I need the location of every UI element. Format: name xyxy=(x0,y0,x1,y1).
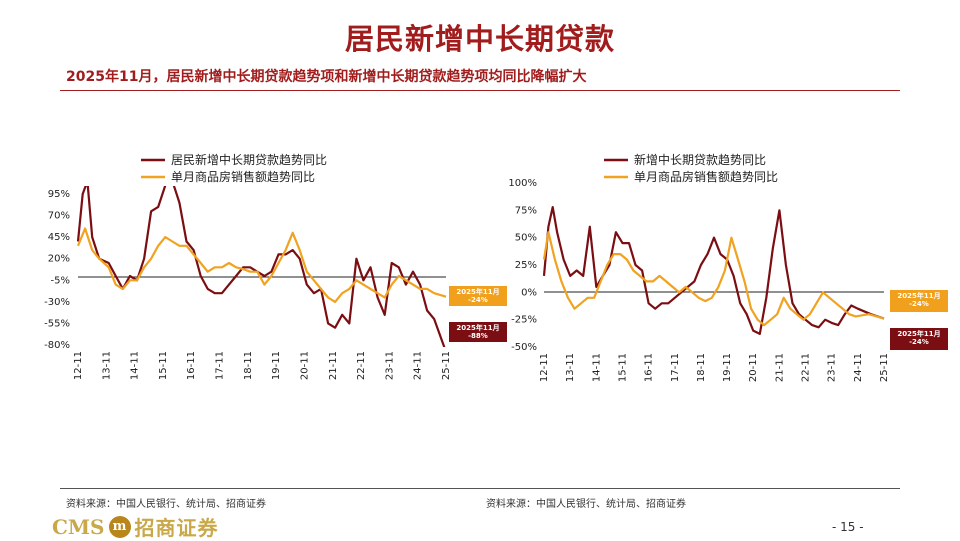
logo: CMS m 招商证券 xyxy=(52,512,219,541)
x-tick-label: 23-11 xyxy=(827,353,838,382)
callout-label: 2025年11月 xyxy=(456,323,499,332)
header-divider xyxy=(60,90,900,91)
y-tick-label: -50% xyxy=(511,342,537,353)
y-tick-label: 45% xyxy=(48,232,70,243)
x-tick-label: 22-11 xyxy=(356,351,367,380)
chart-left-resident-mid-long-loans: 95% 70% 45% 20% -5% -30% -55% -80%12-11 13-11 14-… xyxy=(44,152,507,380)
x-tick-label: 14-11 xyxy=(130,351,141,380)
y-tick-label: -80% xyxy=(44,340,70,351)
x-tick-label: 13-11 xyxy=(565,353,576,382)
legend-label: 新增中长期贷款趋势同比 xyxy=(634,152,766,167)
series-line xyxy=(76,227,447,303)
x-tick-label: 18-11 xyxy=(243,351,254,380)
x-tick-label: 19-11 xyxy=(271,351,282,380)
source-note-left: 资料来源：中国人民银行、统计局、招商证券 xyxy=(66,499,266,510)
x-tick-label: 21-11 xyxy=(774,353,785,382)
series-line xyxy=(76,186,446,347)
callout-label: -24% xyxy=(468,296,488,304)
x-tick-label: 17-11 xyxy=(670,353,681,382)
callout-label: 2025年11月 xyxy=(456,287,499,296)
x-tick-label: 20-11 xyxy=(748,353,759,382)
x-tick-label: 22-11 xyxy=(801,353,812,382)
logo-company-name: 招商证券 xyxy=(134,516,219,540)
x-tick-label: 21-11 xyxy=(328,351,339,380)
x-tick-label: 19-11 xyxy=(722,353,733,382)
y-tick-label: 25% xyxy=(515,260,537,271)
page-title: 居民新增中长期贷款 xyxy=(344,22,615,56)
callout-box xyxy=(449,286,507,306)
x-tick-label: 24-11 xyxy=(853,353,864,382)
x-tick-label: 24-11 xyxy=(413,351,424,380)
y-tick-label: -5% xyxy=(51,275,70,286)
x-tick-label: 14-11 xyxy=(591,353,602,382)
y-tick-label: 100% xyxy=(508,178,537,189)
x-tick-label: 15-11 xyxy=(617,353,628,382)
chart-right-mid-long-loans: 100% 75% 50% 25% 0% -25% -50%12-11 13-11 14-11 15… xyxy=(508,152,948,382)
y-tick-label: 50% xyxy=(515,233,537,244)
y-tick-label: 95% xyxy=(48,189,70,200)
y-tick-label: 0% xyxy=(521,287,537,298)
y-tick-label: -25% xyxy=(511,315,537,326)
y-tick-label: -30% xyxy=(44,297,70,308)
callout-box xyxy=(890,290,948,312)
y-tick-label: -55% xyxy=(44,318,70,329)
logo-cms-text: CMS xyxy=(52,514,105,539)
series-line xyxy=(542,206,885,335)
callout-label: 2025年11月 xyxy=(897,291,940,300)
callout-box xyxy=(449,322,507,342)
x-tick-label: 16-11 xyxy=(186,351,197,380)
x-tick-label: 18-11 xyxy=(696,353,707,382)
x-tick-label: 17-11 xyxy=(215,351,226,380)
series-line xyxy=(542,231,885,327)
source-note-right: 资料来源：中国人民银行、统计局、招商证券 xyxy=(486,499,686,510)
legend-label: 单月商品房销售额趋势同比 xyxy=(171,169,315,184)
callout-label: 2025年11月 xyxy=(897,329,940,338)
callout-label: -24% xyxy=(909,300,929,308)
x-tick-label: 20-11 xyxy=(299,351,310,380)
legend-label: 居民新增中长期贷款趋势同比 xyxy=(171,152,327,167)
page-subtitle: 2025年11月，居民新增中长期贷款趋势项和新增中长期贷款趋势项均同比降幅扩大 xyxy=(66,69,587,85)
legend-label: 单月商品房销售额趋势同比 xyxy=(634,169,778,184)
logo-mark-icon: m xyxy=(108,515,131,538)
x-tick-label: 12-11 xyxy=(539,353,550,382)
x-tick-label: 25-11 xyxy=(441,351,452,380)
callout-box xyxy=(890,328,948,350)
x-tick-label: 25-11 xyxy=(879,353,890,382)
x-tick-label: 15-11 xyxy=(158,351,169,380)
x-tick-label: 16-11 xyxy=(644,353,655,382)
page-number: - 15 - xyxy=(832,520,864,534)
callout-label: -24% xyxy=(909,338,929,346)
y-tick-label: 75% xyxy=(515,205,537,216)
callout-label: -88% xyxy=(468,332,488,340)
footer-divider xyxy=(60,488,900,489)
x-tick-label: 12-11 xyxy=(73,351,84,380)
x-tick-label: 23-11 xyxy=(384,351,395,380)
y-tick-label: 20% xyxy=(48,254,70,265)
x-tick-label: 13-11 xyxy=(101,351,112,380)
y-tick-label: 70% xyxy=(48,211,70,222)
